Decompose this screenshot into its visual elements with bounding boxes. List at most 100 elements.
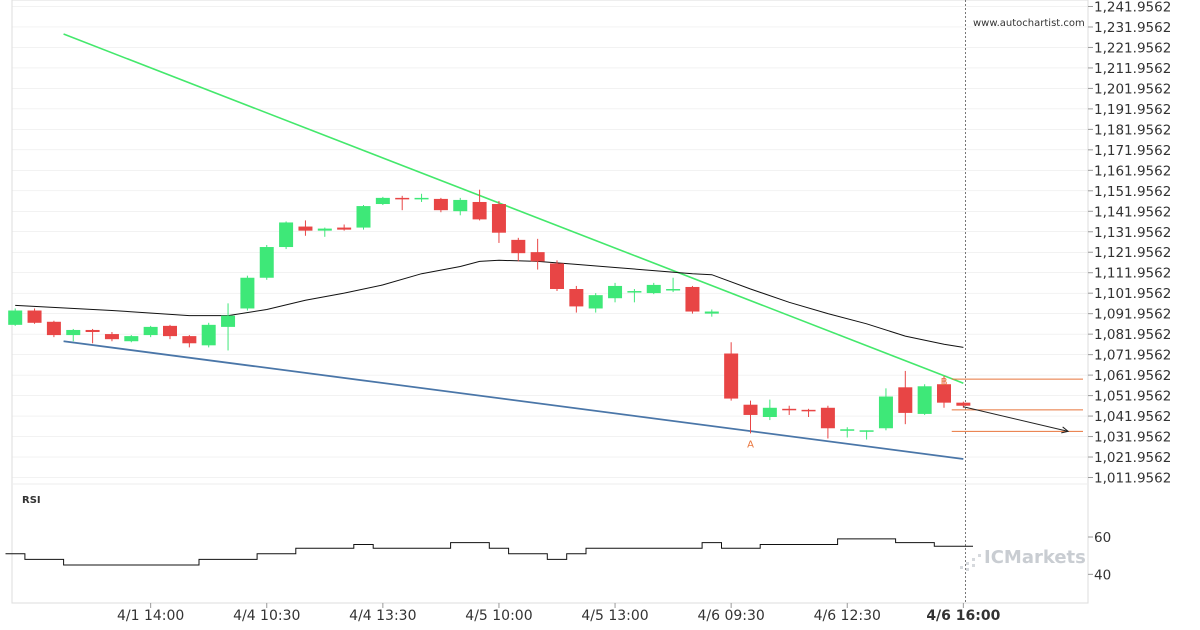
candle bbox=[356, 205, 371, 230]
candle bbox=[743, 400, 758, 434]
candle-body bbox=[221, 315, 236, 327]
candle bbox=[472, 189, 487, 221]
candle-body bbox=[608, 285, 623, 299]
candle bbox=[182, 335, 197, 348]
candle-body bbox=[743, 404, 758, 415]
candle-body bbox=[820, 407, 835, 429]
candle bbox=[666, 277, 681, 293]
candle bbox=[491, 200, 506, 243]
candle bbox=[85, 328, 100, 344]
y-tick-label: 1,171.9562 bbox=[1094, 143, 1171, 159]
candle bbox=[627, 289, 642, 303]
y-tick-label: 1,161.9562 bbox=[1094, 163, 1171, 179]
rsi-pane-label: RSI bbox=[22, 495, 41, 506]
candle-body bbox=[259, 247, 274, 278]
candle bbox=[433, 197, 448, 213]
y-tick-label: 1,221.9562 bbox=[1094, 40, 1171, 56]
x-tick-label: 4/5 10:00 bbox=[465, 608, 532, 624]
candle-body bbox=[646, 284, 661, 294]
x-tick-label: 4/4 13:30 bbox=[349, 608, 416, 624]
candle bbox=[840, 427, 855, 438]
candle-body bbox=[104, 334, 119, 340]
candle bbox=[646, 282, 661, 295]
y-tick-label: 1,131.9562 bbox=[1094, 225, 1171, 241]
y-tick-label: 1,071.9562 bbox=[1094, 348, 1171, 364]
point-label-a: A bbox=[747, 439, 754, 450]
candle-body bbox=[182, 336, 197, 344]
rsi-tick-label: 60 bbox=[1094, 530, 1111, 546]
candle bbox=[395, 195, 410, 211]
candle bbox=[8, 308, 23, 326]
candle bbox=[511, 237, 526, 262]
candle bbox=[298, 220, 313, 236]
candle bbox=[337, 224, 352, 231]
candle-body bbox=[279, 222, 294, 248]
candle bbox=[588, 293, 603, 313]
candle-body bbox=[898, 387, 913, 413]
y-tick-label: 1,061.9562 bbox=[1094, 368, 1171, 384]
candle bbox=[530, 238, 545, 270]
candle-body bbox=[46, 321, 61, 336]
icmarkets-logo: ICMarkets bbox=[960, 547, 1086, 571]
candle bbox=[820, 405, 835, 439]
candle-body bbox=[85, 329, 100, 333]
candle-body bbox=[530, 252, 545, 262]
candle bbox=[704, 309, 719, 317]
candle-body bbox=[240, 277, 255, 309]
y-tick-label: 1,011.9562 bbox=[1094, 471, 1171, 487]
candle bbox=[685, 285, 700, 314]
candle-body bbox=[782, 408, 797, 411]
candle-body bbox=[472, 201, 487, 220]
resistance-trendline bbox=[63, 33, 964, 384]
candle-body bbox=[414, 197, 429, 200]
y-tick-label: 1,031.9562 bbox=[1094, 430, 1171, 446]
candle-body bbox=[666, 289, 681, 291]
y-tick-label: 1,051.9562 bbox=[1094, 389, 1171, 405]
candle bbox=[917, 384, 932, 415]
candle bbox=[124, 335, 139, 343]
candle-body bbox=[917, 386, 932, 414]
candle-body bbox=[956, 402, 971, 406]
candle bbox=[66, 328, 81, 342]
candle bbox=[608, 282, 623, 303]
y-tick-label: 1,041.9562 bbox=[1094, 409, 1171, 425]
candle bbox=[143, 325, 158, 338]
candle-body bbox=[395, 197, 410, 200]
candle bbox=[375, 196, 390, 206]
rsi-line bbox=[5, 538, 973, 566]
y-tick-label: 1,211.9562 bbox=[1094, 61, 1171, 77]
y-tick-label: 1,091.9562 bbox=[1094, 307, 1171, 323]
candle bbox=[414, 193, 429, 202]
candle-body bbox=[724, 353, 739, 399]
y-tick-label: 1,121.9562 bbox=[1094, 245, 1171, 261]
candle-body bbox=[375, 197, 390, 205]
candle-body bbox=[704, 311, 719, 314]
candle-body bbox=[27, 310, 42, 323]
main-plot-frame bbox=[11, 0, 1089, 604]
x-tick-label: 4/6 16:00 bbox=[926, 608, 1000, 624]
y-tick-label: 1,241.9562 bbox=[1094, 0, 1171, 16]
y-tick-label: 1,111.9562 bbox=[1094, 266, 1171, 282]
candle-body bbox=[627, 291, 642, 293]
y-tick-label: 1,151.9562 bbox=[1094, 184, 1171, 200]
projection-arrow-line bbox=[963, 406, 1069, 432]
candle-body bbox=[685, 286, 700, 312]
candle bbox=[937, 376, 951, 408]
x-tick-label: 4/4 10:30 bbox=[233, 608, 300, 624]
y-tick-label: 1,021.9562 bbox=[1094, 450, 1171, 466]
candle-body bbox=[550, 263, 564, 290]
candle bbox=[27, 308, 42, 324]
y-tick-label: 1,141.9562 bbox=[1094, 204, 1171, 220]
candle-body bbox=[511, 239, 526, 254]
candle bbox=[801, 408, 816, 417]
candle-body bbox=[8, 310, 23, 325]
candle bbox=[163, 324, 177, 340]
candle-body bbox=[588, 295, 603, 309]
candle-body bbox=[143, 326, 158, 336]
candle bbox=[104, 332, 119, 342]
y-tick-label: 1,181.9562 bbox=[1094, 122, 1171, 138]
candle-body bbox=[569, 289, 584, 307]
candle bbox=[221, 303, 236, 351]
candle-body bbox=[66, 329, 81, 336]
candle bbox=[782, 405, 797, 415]
